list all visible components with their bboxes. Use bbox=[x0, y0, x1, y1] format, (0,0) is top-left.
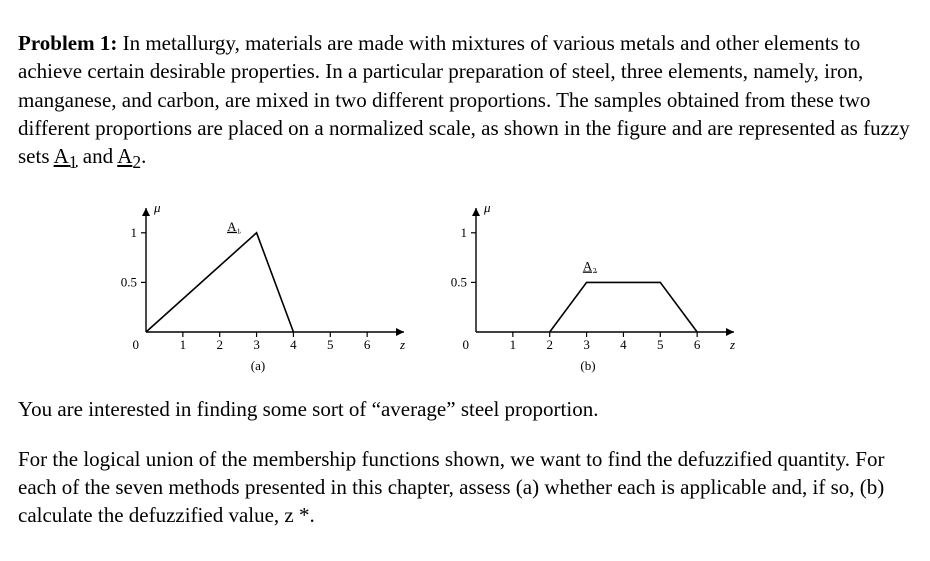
svg-text:1: 1 bbox=[131, 225, 138, 240]
svg-text:5: 5 bbox=[327, 337, 334, 352]
svg-text:1: 1 bbox=[461, 225, 468, 240]
figure-b-wrap: 0.5 1 0 1 2 3 4 5 6 μ z A₂ (b) bbox=[428, 196, 748, 374]
svg-text:μ: μ bbox=[153, 200, 161, 215]
figures-row: 0.5 1 0 1 2 3 4 5 6 μ z A₁ (a) 0.5 1 0 1 2 3 4 5 6 μ z A₂ (b) bbox=[98, 196, 912, 374]
svg-text:5: 5 bbox=[657, 337, 664, 352]
fuzzy-set-A1: A1 bbox=[54, 144, 78, 168]
figure-b-chart: 0.5 1 0 1 2 3 4 5 6 μ z A₂ bbox=[428, 196, 748, 356]
svg-text:2: 2 bbox=[546, 337, 553, 352]
svg-text:μ: μ bbox=[483, 200, 491, 215]
figure-a-wrap: 0.5 1 0 1 2 3 4 5 6 μ z A₁ (a) bbox=[98, 196, 418, 374]
svg-text:0: 0 bbox=[133, 337, 140, 352]
svg-text:1: 1 bbox=[180, 337, 187, 352]
figure-a-chart: 0.5 1 0 1 2 3 4 5 6 μ z A₁ bbox=[98, 196, 418, 356]
svg-text:1: 1 bbox=[510, 337, 516, 352]
svg-text:z: z bbox=[399, 337, 405, 352]
and-word: and bbox=[78, 144, 118, 168]
fuzzy-set-A2: A2 bbox=[117, 144, 141, 168]
svg-text:z: z bbox=[729, 337, 735, 352]
svg-text:6: 6 bbox=[694, 337, 701, 352]
svg-text:4: 4 bbox=[620, 337, 627, 352]
problem-paragraph-1: Problem 1: In metallurgy, materials are … bbox=[18, 29, 912, 175]
svg-text:6: 6 bbox=[364, 337, 371, 352]
svg-text:0.5: 0.5 bbox=[451, 275, 467, 290]
svg-text:0.5: 0.5 bbox=[121, 275, 137, 290]
page-root: Problem 1: In metallurgy, materials are … bbox=[0, 0, 930, 561]
problem-paragraph-3: For the logical union of the membership … bbox=[18, 445, 912, 530]
svg-text:0: 0 bbox=[463, 337, 470, 352]
svg-text:3: 3 bbox=[583, 337, 590, 352]
svg-text:3: 3 bbox=[253, 337, 259, 352]
figure-a-caption: (a) bbox=[251, 358, 265, 374]
sentence-end: . bbox=[141, 144, 146, 168]
set1-name: A bbox=[54, 144, 69, 168]
svg-text:2: 2 bbox=[216, 337, 223, 352]
figure-b-caption: (b) bbox=[580, 358, 595, 374]
problem-label: Problem 1: bbox=[18, 31, 117, 55]
svg-text:4: 4 bbox=[290, 337, 297, 352]
svg-text:A₂: A₂ bbox=[583, 259, 597, 274]
problem-body-1: In metallurgy, materials are made with m… bbox=[18, 31, 910, 168]
problem-paragraph-2: You are interested in finding some sort … bbox=[18, 395, 912, 423]
set1-sub: 1 bbox=[69, 153, 78, 173]
svg-text:A₁: A₁ bbox=[227, 219, 241, 234]
set2-sub: 2 bbox=[132, 153, 141, 173]
set2-name: A bbox=[117, 144, 132, 168]
